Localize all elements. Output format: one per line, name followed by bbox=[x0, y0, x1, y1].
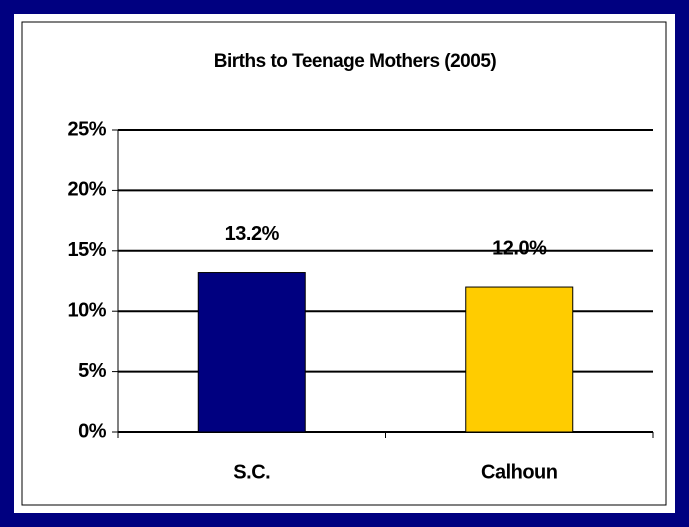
bar bbox=[465, 286, 574, 433]
chart-background bbox=[14, 14, 675, 513]
y-tick-label: 10% bbox=[67, 299, 106, 321]
y-tick-label: 15% bbox=[67, 239, 106, 261]
data-label: 13.2% bbox=[225, 223, 280, 245]
chart-title: Births to Teenage Mothers (2005) bbox=[214, 51, 497, 72]
y-tick-label: 20% bbox=[67, 179, 106, 201]
y-tick-label: 25% bbox=[67, 118, 106, 140]
bar bbox=[197, 272, 306, 433]
x-tick-label: S.C. bbox=[233, 461, 270, 483]
data-label: 12.0% bbox=[492, 237, 547, 259]
chart-border bbox=[21, 21, 667, 506]
y-tick-label: 0% bbox=[78, 420, 107, 442]
y-tick-label: 5% bbox=[78, 360, 107, 382]
x-tick-label: Calhoun bbox=[481, 461, 558, 483]
